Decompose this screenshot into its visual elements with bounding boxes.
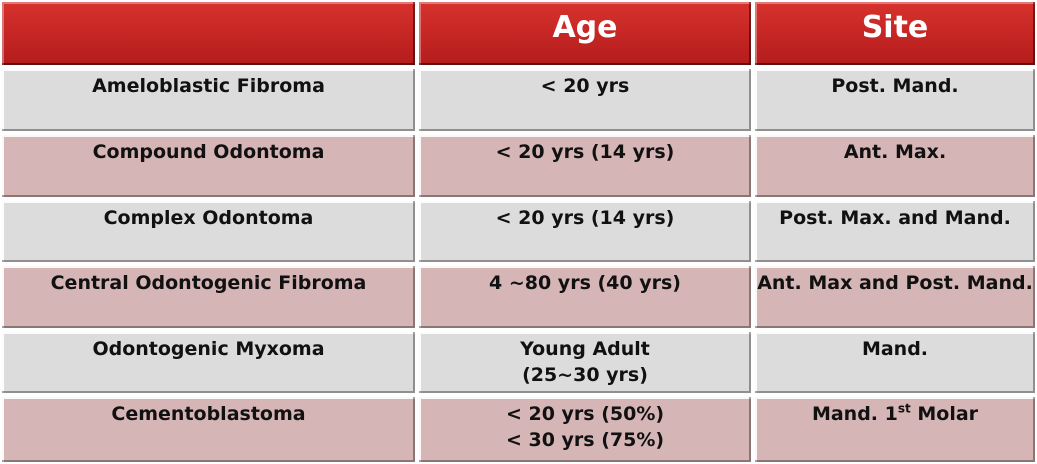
row-name-cell: Cementoblastoma xyxy=(0,395,417,464)
row-name-cell: Odontogenic Myxoma xyxy=(0,330,417,395)
row-site-cell: Ant. Max. xyxy=(753,133,1037,199)
row-age-cell: < 20 yrs (14 yrs) xyxy=(417,199,753,264)
row-name-cell: Central Odontogenic Fibroma xyxy=(0,264,417,330)
site-suffix: Molar xyxy=(910,403,979,425)
row-site-cell: Post. Mand. xyxy=(753,67,1037,133)
row-age-cell: < 20 yrs (50%) < 30 yrs (75%) xyxy=(417,395,753,464)
age-line: < 30 yrs (75%) xyxy=(505,429,665,451)
header-age: Age xyxy=(417,0,753,67)
row-site-cell: Ant. Max and Post. Mand. xyxy=(753,264,1037,330)
header-empty-cell xyxy=(0,0,417,67)
site-superscript: st xyxy=(897,401,911,416)
row-age-cell: < 20 yrs (14 yrs) xyxy=(417,133,753,199)
age-line: < 20 yrs (14 yrs) xyxy=(495,207,675,229)
row-name-cell: Ameloblastic Fibroma xyxy=(0,67,417,133)
age-line: < 20 yrs (50%) xyxy=(505,403,665,425)
row-site-cell: Mand. xyxy=(753,330,1037,395)
row-site-cell: Mand. 1st Molar xyxy=(753,395,1037,464)
row-name-cell: Compound Odontoma xyxy=(0,133,417,199)
row-age-cell: Young Adult (25~30 yrs) xyxy=(417,330,753,395)
age-line: < 20 yrs (14 yrs) xyxy=(495,141,675,163)
age-line: < 20 yrs xyxy=(540,75,630,97)
header-site: Site xyxy=(753,0,1037,67)
age-line: (25~30 yrs) xyxy=(522,364,648,386)
age-line: Young Adult xyxy=(520,338,650,360)
row-age-cell: 4 ~80 yrs (40 yrs) xyxy=(417,264,753,330)
age-line: 4 ~80 yrs (40 yrs) xyxy=(489,272,681,294)
row-site-cell: Post. Max. and Mand. xyxy=(753,199,1037,264)
row-age-cell: < 20 yrs xyxy=(417,67,753,133)
site-prefix: Mand. 1 xyxy=(811,403,898,425)
row-name-cell: Complex Odontoma xyxy=(0,199,417,264)
